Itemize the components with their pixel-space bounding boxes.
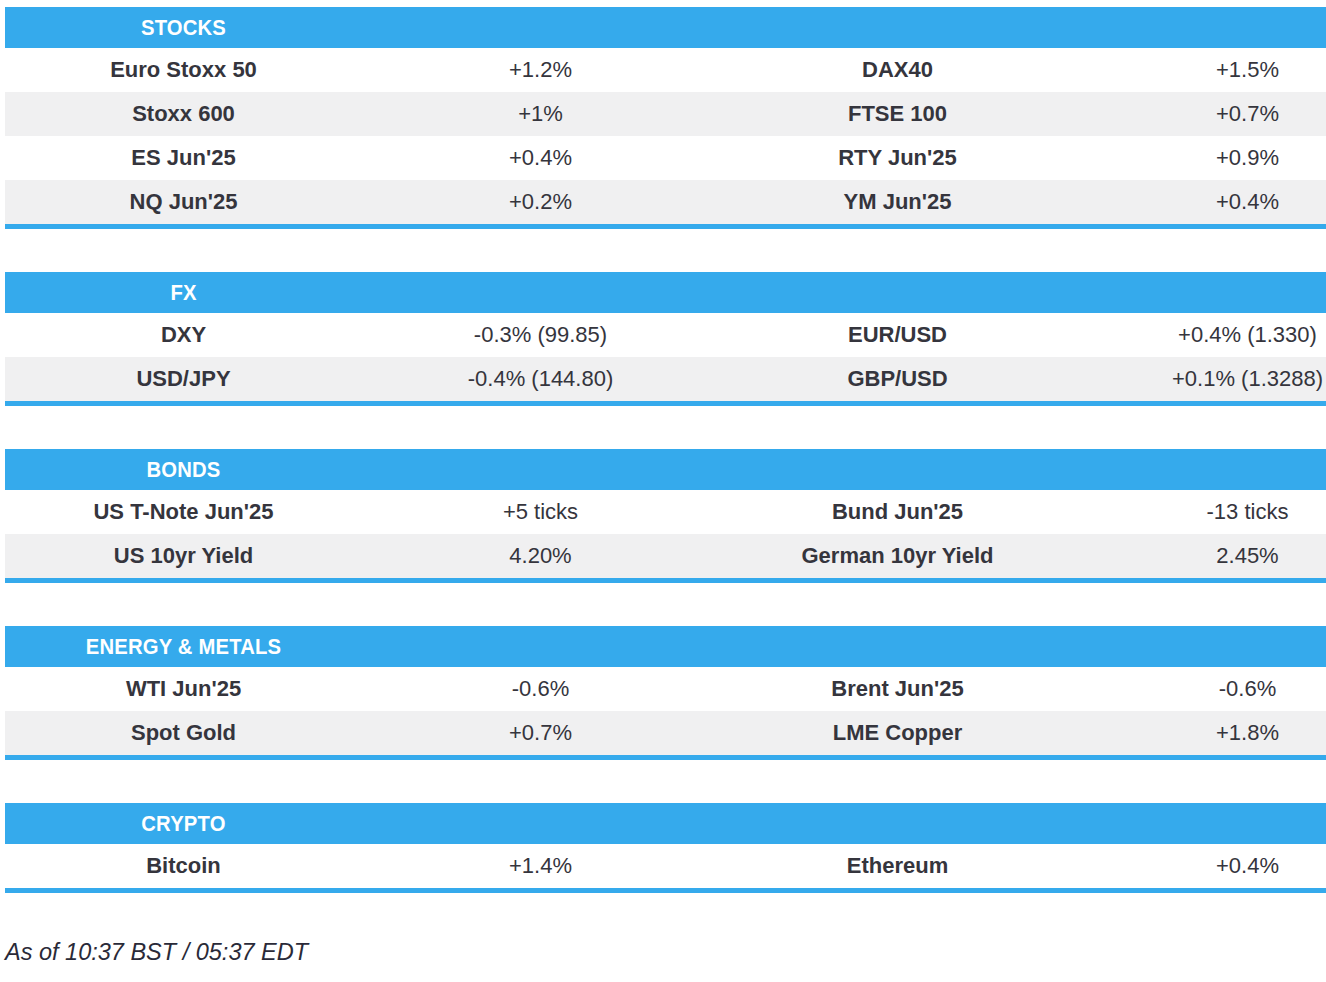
instrument-name: GBP/USD (719, 366, 1076, 392)
instrument-name: Stoxx 600 (5, 101, 362, 127)
instrument-change: 2.45% (1076, 543, 1326, 569)
instrument-name: Bitcoin (5, 853, 362, 879)
section-bottom-rule (5, 755, 1326, 760)
table-row: WTI Jun'25-0.6%Brent Jun'25-0.6% (5, 667, 1326, 711)
instrument-change: +5 ticks (362, 499, 719, 525)
instrument-name: Ethereum (719, 853, 1076, 879)
instrument-name: USD/JPY (5, 366, 362, 392)
table-row: Stoxx 600+1%FTSE 100+0.7% (5, 92, 1326, 136)
instrument-change: -0.6% (362, 676, 719, 702)
instrument-change: -0.3% (99.85) (362, 322, 719, 348)
instrument-change: +0.7% (362, 720, 719, 746)
section-energy-metals: ENERGY & METALSWTI Jun'25-0.6%Brent Jun'… (5, 626, 1326, 760)
instrument-change: +1.4% (362, 853, 719, 879)
table-row: US T-Note Jun'25+5 ticksBund Jun'25-13 t… (5, 490, 1326, 534)
instrument-change: +1% (362, 101, 719, 127)
instrument-name: EUR/USD (719, 322, 1076, 348)
table-row: Euro Stoxx 50+1.2%DAX40+1.5% (5, 48, 1326, 92)
instrument-name: DAX40 (719, 57, 1076, 83)
instrument-name: Bund Jun'25 (719, 499, 1076, 525)
section-stocks: STOCKSEuro Stoxx 50+1.2%DAX40+1.5%Stoxx … (5, 7, 1326, 229)
instrument-change: +1.5% (1076, 57, 1326, 83)
instrument-change: +0.7% (1076, 101, 1326, 127)
section-bonds: BONDS US T-Note Jun'25+5 ticksBund Jun'25… (5, 449, 1326, 583)
table-row: USD/JPY-0.4% (144.80)GBP/USD+0.1% (1.328… (5, 357, 1326, 401)
table-row: ES Jun'25+0.4%RTY Jun'25+0.9% (5, 136, 1326, 180)
table-row: NQ Jun'25+0.2%YM Jun'25+0.4% (5, 180, 1326, 224)
instrument-name: Spot Gold (5, 720, 362, 746)
instrument-change: +0.4% (362, 145, 719, 171)
instrument-name: Brent Jun'25 (719, 676, 1076, 702)
section-title: STOCKS (19, 15, 347, 41)
instrument-change: -13 ticks (1076, 499, 1326, 525)
as-of-timestamp: As of 10:37 BST / 05:37 EDT (5, 939, 1326, 966)
instrument-name: NQ Jun'25 (5, 189, 362, 215)
section-header-fx: FX (5, 272, 1326, 313)
instrument-change: +0.4% (1076, 189, 1326, 215)
section-crypto: CRYPTO Bitcoin+1.4%Ethereum+0.4% (5, 803, 1326, 893)
instrument-name: US T-Note Jun'25 (5, 499, 362, 525)
instrument-change: +0.1% (1.3288) (1076, 366, 1326, 392)
instrument-change: 4.20% (362, 543, 719, 569)
instrument-change: -0.6% (1076, 676, 1326, 702)
section-title: ENERGY & METALS (19, 634, 347, 660)
section-fx: FXDXY-0.3% (99.85)EUR/USD+0.4% (1.330)US… (5, 272, 1326, 406)
section-bottom-rule (5, 224, 1326, 229)
instrument-name: RTY Jun'25 (719, 145, 1076, 171)
instrument-name: German 10yr Yield (719, 543, 1076, 569)
section-bottom-rule (5, 888, 1326, 893)
table-row: Spot Gold+0.7%LME Copper+1.8% (5, 711, 1326, 755)
instrument-change: +0.4% (1.330) (1076, 322, 1326, 348)
section-bottom-rule (5, 578, 1326, 583)
table-row: Bitcoin+1.4%Ethereum+0.4% (5, 844, 1326, 888)
section-title: FX (19, 280, 347, 306)
instrument-change: +1.8% (1076, 720, 1326, 746)
section-header-energy-metals: ENERGY & METALS (5, 626, 1326, 667)
market-summary-table: STOCKSEuro Stoxx 50+1.2%DAX40+1.5%Stoxx … (5, 7, 1326, 893)
table-row: DXY-0.3% (99.85)EUR/USD+0.4% (1.330) (5, 313, 1326, 357)
section-title: BONDS (19, 457, 347, 483)
section-bottom-rule (5, 401, 1326, 406)
instrument-name: FTSE 100 (719, 101, 1076, 127)
instrument-change: +1.2% (362, 57, 719, 83)
instrument-name: US 10yr Yield (5, 543, 362, 569)
instrument-name: ES Jun'25 (5, 145, 362, 171)
section-title: CRYPTO (19, 811, 347, 837)
section-header-crypto: CRYPTO (5, 803, 1326, 844)
instrument-name: WTI Jun'25 (5, 676, 362, 702)
instrument-name: LME Copper (719, 720, 1076, 746)
section-header-bonds: BONDS (5, 449, 1326, 490)
instrument-change: +0.9% (1076, 145, 1326, 171)
instrument-change: +0.2% (362, 189, 719, 215)
instrument-name: DXY (5, 322, 362, 348)
instrument-name: YM Jun'25 (719, 189, 1076, 215)
instrument-change: -0.4% (144.80) (362, 366, 719, 392)
instrument-change: +0.4% (1076, 853, 1326, 879)
section-header-stocks: STOCKS (5, 7, 1326, 48)
instrument-name: Euro Stoxx 50 (5, 57, 362, 83)
table-row: US 10yr Yield4.20%German 10yr Yield2.45% (5, 534, 1326, 578)
